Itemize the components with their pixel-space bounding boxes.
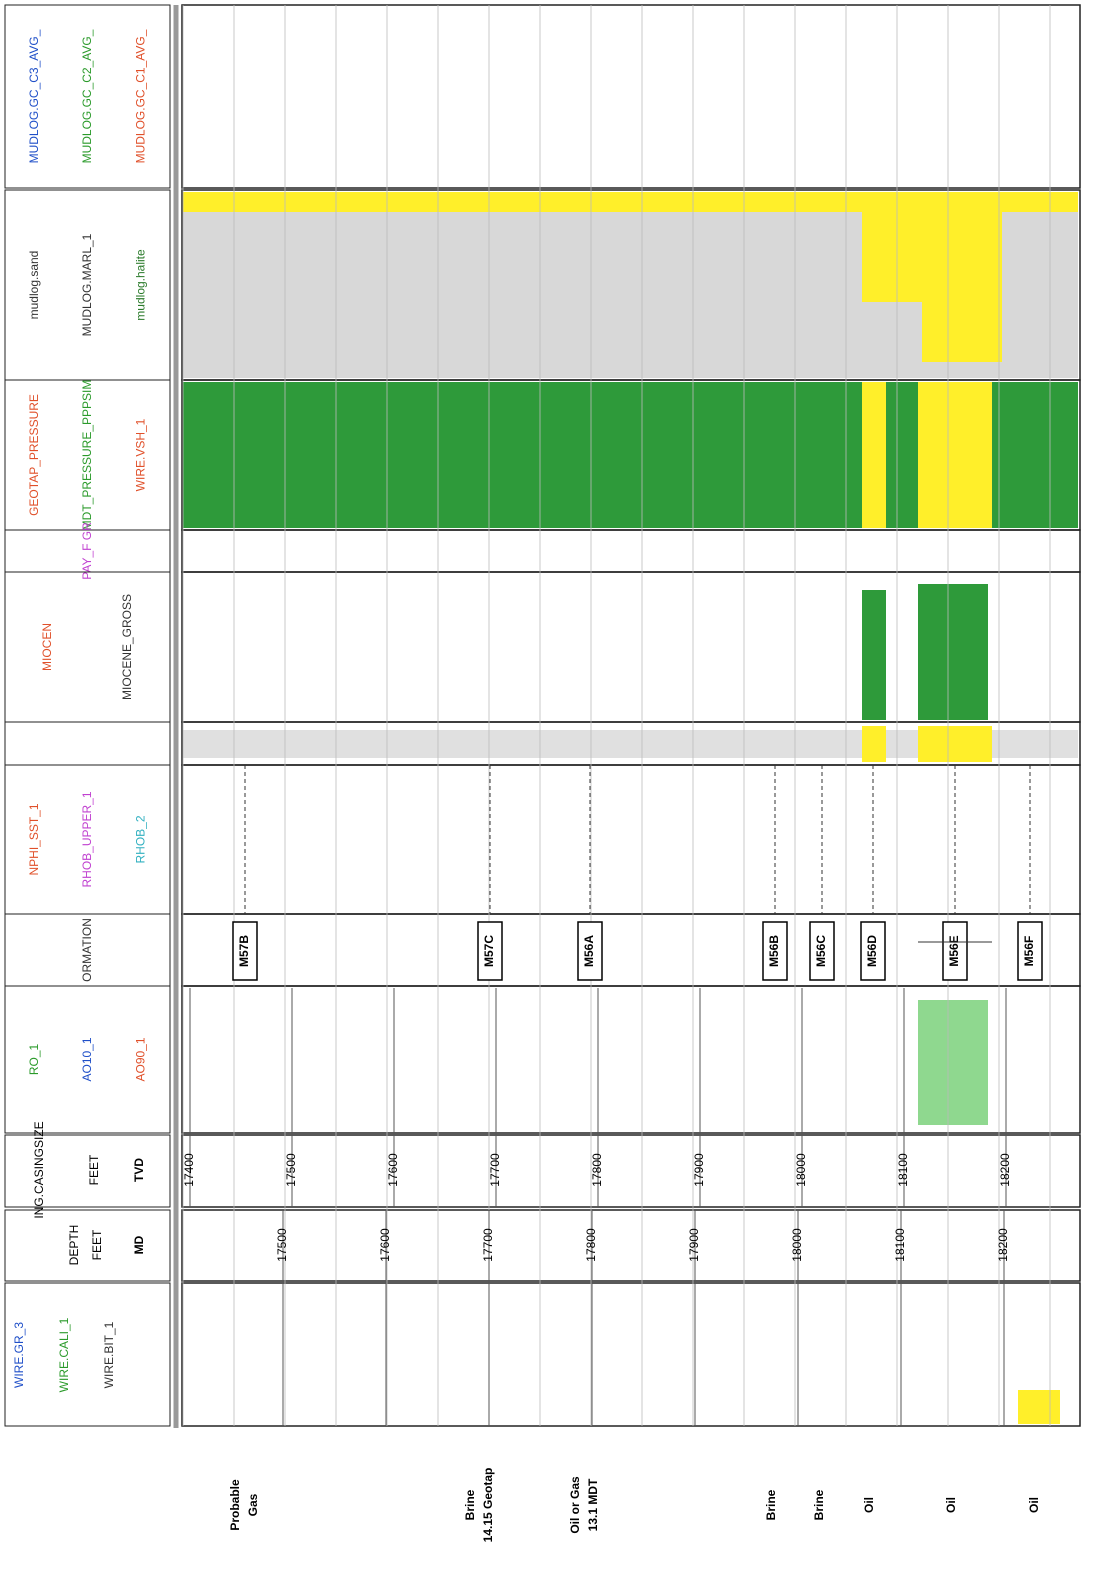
annotation: Brine	[812, 1489, 826, 1520]
annotation: Brine	[463, 1489, 477, 1520]
top-box	[860, 921, 886, 981]
tvd-tick-label: 17500	[284, 1153, 298, 1187]
track-label: WIRE.GR_3	[12, 1322, 26, 1388]
formation-top: M57C	[482, 935, 496, 967]
annotation: Brine	[764, 1489, 778, 1520]
track	[181, 1209, 1081, 1282]
tvd-tick-label: 17400	[182, 1153, 196, 1187]
flag-sand	[862, 726, 886, 762]
track-label: MUDLOG.MARL_1	[80, 233, 94, 336]
track-header	[4, 1134, 171, 1208]
top-box	[477, 921, 503, 981]
formation-top: M56A	[582, 935, 596, 967]
formation-top: M56C	[814, 935, 828, 967]
md-code: MD	[132, 1235, 146, 1254]
track-label: ORMATION	[80, 918, 94, 982]
track-label: mudlog.halite	[134, 249, 148, 321]
md-tick-label: 18100	[893, 1228, 907, 1262]
top-box	[942, 921, 968, 981]
track-header	[4, 1282, 171, 1427]
sand-fill	[182, 192, 1078, 212]
top-box	[762, 921, 788, 981]
formation-top: M56B	[767, 935, 781, 967]
top-box	[1017, 921, 1043, 981]
annotation: Oil	[1027, 1497, 1041, 1513]
top-box	[232, 921, 258, 981]
annotation: Oil	[944, 1497, 958, 1513]
annotation: 14.15 Geotap	[481, 1468, 495, 1543]
formation-top: M56F	[1022, 936, 1036, 967]
track-label: WIRE.BIT_1	[102, 1321, 116, 1388]
md-caption: DEPTH	[67, 1225, 81, 1266]
track	[181, 4, 1081, 189]
track-label: MUDLOG.GC_C1_AVG_	[134, 29, 148, 163]
track	[181, 985, 1081, 1134]
track-label: RO_1	[27, 1044, 41, 1076]
bit-fill	[1018, 1390, 1060, 1424]
track-label: MIOCENE_GROSS	[120, 594, 134, 700]
vsh-sand	[862, 382, 886, 528]
md-tick-label: 18200	[996, 1228, 1010, 1262]
tvd-tick-label: 17600	[386, 1153, 400, 1187]
track-label: WIRE.VSH_1	[134, 418, 148, 491]
sand-fill	[922, 212, 1002, 362]
track	[181, 1282, 1081, 1427]
resistivity-fill	[918, 1000, 988, 1125]
formation-top: M57B	[237, 935, 251, 967]
track-label: MUDLOG.GC_C3_AVG_	[27, 29, 41, 163]
top-box	[577, 921, 603, 981]
track-label: GEOTAP_PRESSURE	[27, 394, 41, 516]
track-label: mudlog.sand	[27, 251, 41, 320]
vsh-sand	[918, 382, 992, 528]
annotation: Gas	[246, 1493, 260, 1516]
track-label: AO90_1	[134, 1037, 148, 1081]
track-header	[4, 4, 171, 189]
tvd-caption: ING.CASINGSIZE	[32, 1121, 46, 1218]
gross-pay	[862, 590, 886, 720]
tvd-unit: FEET	[87, 1154, 101, 1185]
tvd-tick-label: 17800	[590, 1153, 604, 1187]
annotation: Probable	[228, 1479, 242, 1531]
track	[181, 1134, 1081, 1208]
md-tick-label: 17500	[275, 1228, 289, 1262]
formation-top: M56E	[947, 935, 961, 966]
formation-top: M56D	[865, 935, 879, 967]
track-label: NPHI_SST_1	[27, 803, 41, 875]
tvd-tick-label: 18200	[998, 1153, 1012, 1187]
track-label: MIOCEN	[40, 623, 54, 671]
tvd-tick-label: 17700	[488, 1153, 502, 1187]
annotation: 13.1 MDT	[586, 1478, 600, 1531]
track-label: MDT_PRESSURE_PPPSIM	[80, 380, 94, 531]
annotation: Oil	[862, 1497, 876, 1513]
md-tick-label: 17800	[584, 1228, 598, 1262]
track-header	[4, 985, 171, 1134]
track-label: PAY_F GR	[80, 522, 94, 580]
tvd-tick-label: 18000	[794, 1153, 808, 1187]
md-tick-label: 17900	[687, 1228, 701, 1262]
track-label: WIRE.CALI_1	[57, 1317, 71, 1392]
md-tick-label: 18000	[790, 1228, 804, 1262]
md-unit: FEET	[90, 1229, 104, 1260]
tvd-tick-label: 18100	[896, 1153, 910, 1187]
track-label: RHOB_2	[134, 815, 148, 863]
gross-pay	[918, 584, 988, 720]
tvd-code: TVD	[132, 1158, 146, 1182]
track-header	[4, 1209, 171, 1282]
flag-sand	[918, 726, 992, 762]
sand-fill	[862, 212, 922, 302]
tvd-tick-label: 17900	[692, 1153, 706, 1187]
md-tick-label: 17600	[378, 1228, 392, 1262]
track-label: RHOB_UPPER_1	[80, 791, 94, 887]
track-label: MUDLOG.GC_C2_AVG_	[80, 29, 94, 163]
md-tick-label: 17700	[481, 1228, 495, 1262]
track-label: AO10_1	[80, 1037, 94, 1081]
annotation: Oil or Gas	[568, 1476, 582, 1534]
top-box	[809, 921, 835, 981]
